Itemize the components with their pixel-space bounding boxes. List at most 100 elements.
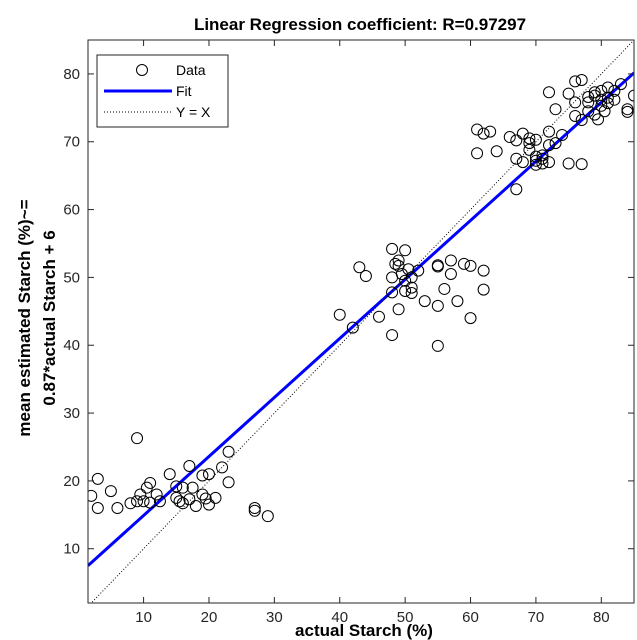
x-tick-label: 50: [397, 609, 414, 626]
data-point: [386, 286, 399, 299]
data-point: [111, 502, 124, 515]
data-point: [399, 274, 412, 287]
data-point: [477, 127, 490, 140]
data-point: [131, 495, 144, 508]
data-point: [536, 152, 549, 165]
chart-title: Linear Regression coefficient: R=0.97297: [194, 15, 526, 34]
data-point: [542, 125, 555, 138]
legend-marker-data: [136, 64, 148, 76]
data-point: [598, 105, 611, 118]
data-point: [431, 260, 444, 273]
data-point: [569, 96, 582, 109]
data-point: [556, 128, 569, 141]
y-tick-label: 10: [63, 541, 80, 558]
data-point: [170, 480, 183, 493]
data-point: [562, 157, 575, 170]
data-point: [144, 476, 157, 489]
data-point: [471, 123, 484, 136]
x-tick-label: 60: [462, 609, 479, 626]
y-tick-label: 40: [63, 337, 80, 354]
data-point: [261, 510, 274, 523]
data-point: [386, 329, 399, 342]
data-point: [529, 133, 542, 146]
data-point: [183, 459, 196, 472]
data-point: [399, 244, 412, 257]
plot-background: [88, 40, 634, 603]
data-point: [444, 254, 457, 267]
y-tick-label: 60: [63, 202, 80, 219]
data-point: [510, 134, 523, 147]
data-point: [575, 158, 588, 171]
data-point: [431, 299, 444, 312]
x-axis-title: actual Starch (%): [295, 621, 433, 640]
data-point: [189, 500, 202, 513]
data-point: [131, 432, 144, 445]
data-point: [523, 137, 536, 150]
y-axis-title: mean estimated Starch (%)~= 0.87*actual …: [15, 199, 59, 436]
data-point: [628, 89, 634, 102]
data-point: [418, 295, 431, 308]
data-point: [216, 461, 229, 474]
data-point: [471, 147, 484, 160]
x-tick-label: 70: [528, 609, 545, 626]
data-point: [222, 476, 235, 489]
data-point: [542, 86, 555, 99]
data-point: [595, 93, 608, 106]
data-point: [621, 103, 634, 116]
legend: Data Fit Y = X: [96, 54, 229, 128]
data-point: [333, 308, 346, 321]
data-point: [405, 271, 418, 284]
data-point: [614, 78, 627, 91]
data-point: [562, 87, 575, 100]
data-point: [601, 91, 614, 104]
data-point: [601, 97, 614, 110]
data-point: [444, 268, 457, 281]
data-point: [222, 445, 235, 458]
data-point: [173, 495, 186, 508]
data-point: [91, 502, 104, 515]
data-point: [457, 257, 470, 270]
x-tick-label: 40: [331, 609, 348, 626]
data-point: [392, 254, 405, 267]
legend-label-data: Data: [176, 62, 206, 78]
data-point: [542, 139, 555, 152]
data-point: [88, 489, 98, 502]
plot-area: 10 20 30 40 50 60 70 80 10 20 30 40 50 60 70 80: [63, 39, 635, 626]
data-point: [153, 495, 166, 508]
data-point: [412, 264, 425, 277]
data-point: [477, 283, 490, 296]
data-point: [353, 261, 366, 274]
x-tick-label: 80: [593, 609, 610, 626]
data-point: [91, 472, 104, 485]
legend-label-identity: Y = X: [176, 104, 211, 120]
data-point: [402, 263, 415, 276]
data-point: [248, 502, 261, 515]
data-point: [601, 81, 614, 94]
y-tick-label: 80: [63, 66, 80, 83]
data-point: [595, 84, 608, 97]
data-point: [569, 75, 582, 88]
data-point: [582, 105, 595, 118]
data-point: [536, 157, 549, 170]
data-point: [389, 257, 402, 270]
y-tick-label: 30: [63, 405, 80, 422]
data-point: [134, 488, 147, 501]
data-point: [202, 468, 215, 481]
y-tick-label: 70: [63, 134, 80, 151]
data-point: [542, 156, 555, 169]
data-point: [137, 495, 150, 508]
identity-line: [90, 40, 634, 603]
data-point: [438, 282, 451, 295]
data-point: [150, 488, 163, 501]
data-point: [510, 152, 523, 165]
data-point: [510, 183, 523, 196]
data-point: [484, 125, 497, 138]
data-point: [186, 481, 199, 494]
data-point: [536, 149, 549, 162]
data-point: [104, 485, 117, 498]
data-point: [464, 312, 477, 325]
data-point: [386, 242, 399, 255]
data-point: [523, 132, 536, 145]
